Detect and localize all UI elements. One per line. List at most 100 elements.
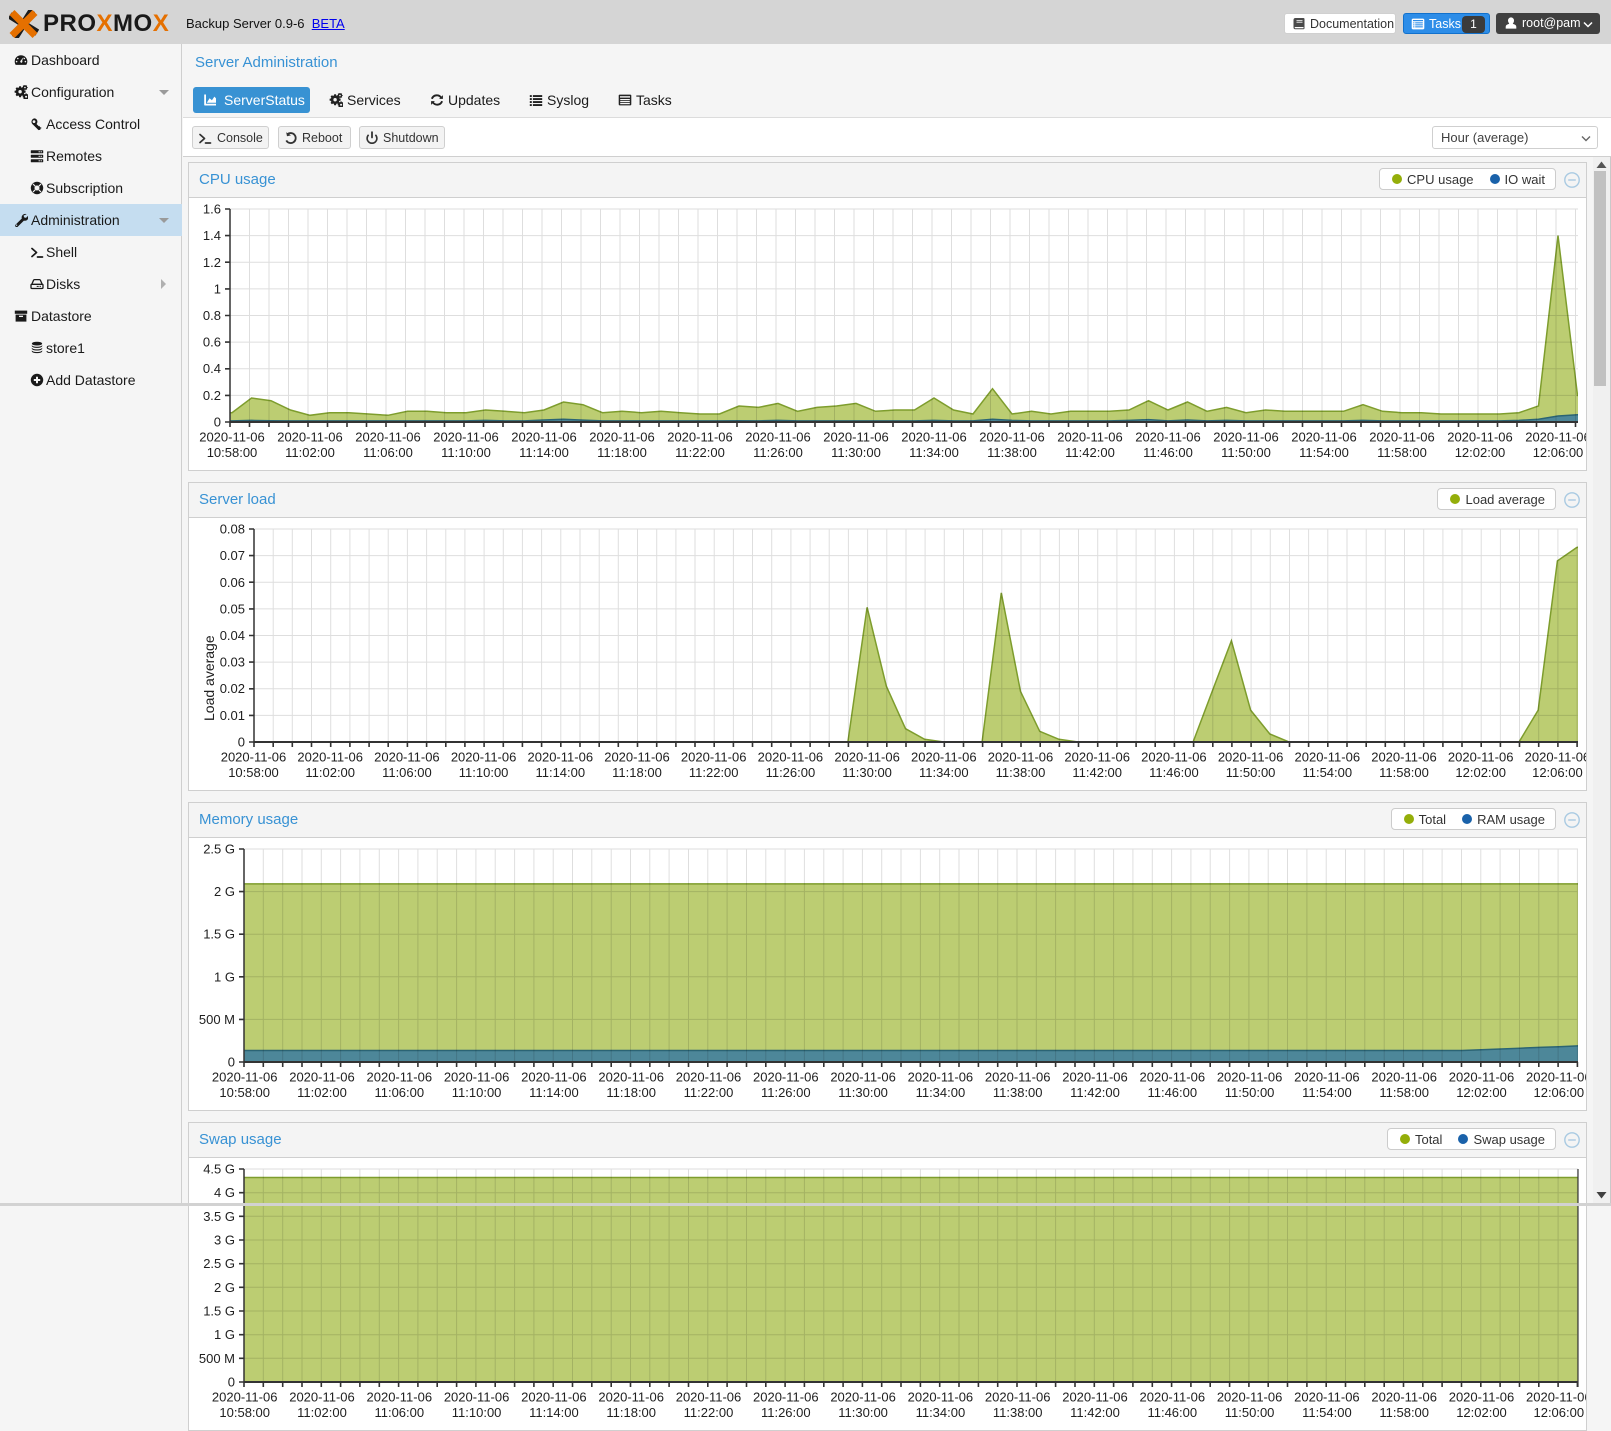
svg-text:2.5 G: 2.5 G bbox=[203, 842, 235, 857]
svg-text:0.6: 0.6 bbox=[203, 335, 221, 350]
svg-text:11:26:00: 11:26:00 bbox=[761, 1405, 811, 1420]
svg-text:500 M: 500 M bbox=[199, 1351, 235, 1366]
svg-text:2020-11-06: 2020-11-06 bbox=[212, 1390, 278, 1405]
svg-text:2020-11-06: 2020-11-06 bbox=[444, 1390, 510, 1405]
svg-text:11:06:00: 11:06:00 bbox=[374, 1085, 424, 1100]
svg-text:12:02:00: 12:02:00 bbox=[1455, 445, 1506, 460]
svg-text:2020-11-06: 2020-11-06 bbox=[823, 430, 889, 445]
svg-text:2020-11-06: 2020-11-06 bbox=[745, 430, 811, 445]
svg-text:11:46:00: 11:46:00 bbox=[1149, 765, 1199, 780]
svg-text:11:18:00: 11:18:00 bbox=[606, 1405, 656, 1420]
svg-text:2020-11-06: 2020-11-06 bbox=[1213, 430, 1279, 445]
svg-text:11:10:00: 11:10:00 bbox=[452, 1405, 502, 1420]
svg-text:1 G: 1 G bbox=[214, 1327, 235, 1342]
svg-text:11:14:00: 11:14:00 bbox=[529, 1085, 579, 1100]
svg-text:11:58:00: 11:58:00 bbox=[1379, 765, 1429, 780]
svg-text:11:34:00: 11:34:00 bbox=[909, 445, 959, 460]
svg-text:11:10:00: 11:10:00 bbox=[452, 1085, 502, 1100]
svg-text:2020-11-06: 2020-11-06 bbox=[598, 1390, 664, 1405]
svg-text:10:58:00: 10:58:00 bbox=[219, 1405, 270, 1420]
svg-text:2020-11-06: 2020-11-06 bbox=[1371, 1390, 1437, 1405]
svg-text:2020-11-06: 2020-11-06 bbox=[433, 430, 499, 445]
svg-text:1.6: 1.6 bbox=[203, 202, 221, 217]
svg-text:11:34:00: 11:34:00 bbox=[919, 765, 969, 780]
svg-text:11:18:00: 11:18:00 bbox=[612, 765, 662, 780]
svg-text:11:54:00: 11:54:00 bbox=[1302, 1405, 1352, 1420]
svg-text:2020-11-06: 2020-11-06 bbox=[1449, 1070, 1515, 1085]
svg-text:2020-11-06: 2020-11-06 bbox=[1371, 1070, 1437, 1085]
svg-text:2020-11-06: 2020-11-06 bbox=[753, 1070, 819, 1085]
svg-text:2020-11-06: 2020-11-06 bbox=[911, 750, 977, 765]
svg-text:1 G: 1 G bbox=[214, 969, 235, 984]
svg-text:2020-11-06: 2020-11-06 bbox=[681, 750, 747, 765]
svg-text:0.06: 0.06 bbox=[220, 575, 245, 590]
svg-text:2020-11-06: 2020-11-06 bbox=[289, 1390, 355, 1405]
svg-text:0.05: 0.05 bbox=[220, 601, 245, 616]
svg-text:0: 0 bbox=[228, 1055, 235, 1070]
svg-text:10:58:00: 10:58:00 bbox=[228, 765, 279, 780]
svg-text:2020-11-06: 2020-11-06 bbox=[758, 750, 824, 765]
svg-text:2020-11-06: 2020-11-06 bbox=[1217, 1390, 1283, 1405]
svg-text:11:50:00: 11:50:00 bbox=[1225, 1405, 1275, 1420]
svg-text:3.5 G: 3.5 G bbox=[203, 1209, 235, 1224]
svg-text:11:54:00: 11:54:00 bbox=[1302, 765, 1352, 780]
svg-text:11:18:00: 11:18:00 bbox=[597, 445, 647, 460]
svg-text:4 G: 4 G bbox=[214, 1185, 235, 1200]
svg-text:11:02:00: 11:02:00 bbox=[285, 445, 335, 460]
svg-text:11:38:00: 11:38:00 bbox=[993, 1085, 1043, 1100]
svg-text:1.2: 1.2 bbox=[203, 255, 221, 270]
svg-text:2020-11-06: 2020-11-06 bbox=[1371, 750, 1437, 765]
svg-text:2020-11-06: 2020-11-06 bbox=[985, 1390, 1051, 1405]
svg-text:2020-11-06: 2020-11-06 bbox=[1064, 750, 1130, 765]
svg-text:0.02: 0.02 bbox=[220, 681, 245, 696]
svg-text:2020-11-06: 2020-11-06 bbox=[1135, 430, 1201, 445]
svg-text:2020-11-06: 2020-11-06 bbox=[667, 430, 733, 445]
svg-text:2 G: 2 G bbox=[214, 1280, 235, 1295]
svg-text:2020-11-06: 2020-11-06 bbox=[676, 1390, 742, 1405]
svg-text:2020-11-06: 2020-11-06 bbox=[908, 1070, 974, 1085]
svg-text:2020-11-06: 2020-11-06 bbox=[367, 1070, 433, 1085]
svg-text:2020-11-06: 2020-11-06 bbox=[1294, 1390, 1360, 1405]
svg-text:2.5 G: 2.5 G bbox=[203, 1256, 235, 1271]
svg-text:2020-11-06: 2020-11-06 bbox=[199, 430, 265, 445]
svg-text:0: 0 bbox=[238, 735, 245, 750]
svg-text:11:34:00: 11:34:00 bbox=[916, 1405, 966, 1420]
svg-text:11:22:00: 11:22:00 bbox=[675, 445, 725, 460]
svg-text:11:22:00: 11:22:00 bbox=[689, 765, 739, 780]
svg-text:2020-11-06: 2020-11-06 bbox=[1291, 430, 1357, 445]
svg-text:12:02:00: 12:02:00 bbox=[1455, 765, 1506, 780]
svg-text:2020-11-06: 2020-11-06 bbox=[985, 1070, 1051, 1085]
svg-text:1.4: 1.4 bbox=[203, 228, 221, 243]
svg-text:11:58:00: 11:58:00 bbox=[1379, 1405, 1429, 1420]
svg-text:11:22:00: 11:22:00 bbox=[684, 1085, 734, 1100]
svg-text:11:14:00: 11:14:00 bbox=[519, 445, 569, 460]
svg-text:11:26:00: 11:26:00 bbox=[761, 1085, 811, 1100]
svg-text:2020-11-06: 2020-11-06 bbox=[1140, 1390, 1206, 1405]
svg-text:11:30:00: 11:30:00 bbox=[838, 1085, 888, 1100]
svg-text:11:30:00: 11:30:00 bbox=[838, 1405, 888, 1420]
svg-text:11:38:00: 11:38:00 bbox=[996, 765, 1046, 780]
svg-text:0.2: 0.2 bbox=[203, 388, 221, 403]
svg-text:10:58:00: 10:58:00 bbox=[207, 445, 258, 460]
svg-text:11:50:00: 11:50:00 bbox=[1226, 765, 1276, 780]
svg-text:0: 0 bbox=[214, 415, 221, 430]
svg-text:2020-11-06: 2020-11-06 bbox=[521, 1070, 587, 1085]
svg-text:10:58:00: 10:58:00 bbox=[219, 1085, 270, 1100]
svg-text:11:10:00: 11:10:00 bbox=[441, 445, 491, 460]
svg-text:2020-11-06: 2020-11-06 bbox=[901, 430, 967, 445]
svg-text:2020-11-06: 2020-11-06 bbox=[1062, 1070, 1128, 1085]
svg-text:11:02:00: 11:02:00 bbox=[305, 765, 355, 780]
svg-text:2020-11-06: 2020-11-06 bbox=[1447, 430, 1513, 445]
svg-text:2020-11-06: 2020-11-06 bbox=[753, 1390, 819, 1405]
svg-text:2020-11-06: 2020-11-06 bbox=[598, 1070, 664, 1085]
svg-text:2020-11-06: 2020-11-06 bbox=[1525, 430, 1586, 445]
svg-text:2020-11-06: 2020-11-06 bbox=[676, 1070, 742, 1085]
svg-text:2020-11-06: 2020-11-06 bbox=[374, 750, 440, 765]
svg-text:2020-11-06: 2020-11-06 bbox=[1526, 1070, 1586, 1085]
svg-text:11:22:00: 11:22:00 bbox=[684, 1405, 734, 1420]
svg-text:2020-11-06: 2020-11-06 bbox=[908, 1390, 974, 1405]
svg-text:2020-11-06: 2020-11-06 bbox=[528, 750, 594, 765]
svg-text:2020-11-06: 2020-11-06 bbox=[1526, 1390, 1586, 1405]
svg-text:12:06:00: 12:06:00 bbox=[1532, 765, 1583, 780]
svg-text:11:02:00: 11:02:00 bbox=[297, 1085, 347, 1100]
